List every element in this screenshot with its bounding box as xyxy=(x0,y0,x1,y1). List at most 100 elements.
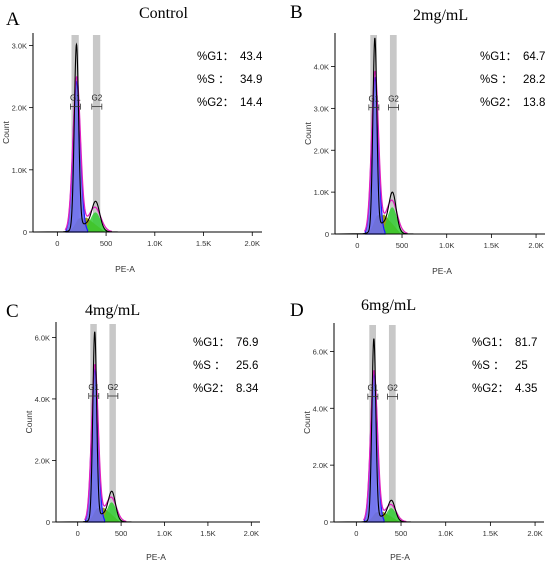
y-tick-label: 3.0K xyxy=(314,104,329,113)
stat-value: 34.9 xyxy=(240,74,262,86)
stat-label: %G1： xyxy=(197,51,234,63)
panel-b: B 2mg/mL G1 G2 0 500 1.0K 1.5K 2.0K 0 1.0K 2.0K 3.0K… xyxy=(290,2,545,276)
y-tick-label: 2.0K xyxy=(12,104,27,113)
x-axis-label: PE-A xyxy=(432,266,452,276)
gate-label-g2: G2 xyxy=(108,383,119,392)
histogram-line xyxy=(333,338,544,523)
x-tick-label: 1.5K xyxy=(196,239,211,248)
y-tick-label: 0 xyxy=(23,228,27,237)
y-tick-label: 2.0K xyxy=(314,146,329,155)
stat-value: 14.4 xyxy=(240,97,263,109)
y-tick-label: 1.0K xyxy=(12,166,27,175)
g2-gate-band xyxy=(389,35,397,234)
stat-label: %S ： xyxy=(480,74,513,86)
g2-gate-band xyxy=(109,324,116,522)
y-tick-label: 4.0K xyxy=(314,63,329,72)
stat-label: %G1： xyxy=(480,51,517,63)
model-fit-line xyxy=(363,70,408,234)
g2-gate-band xyxy=(388,325,396,522)
stat-value: 43.4 xyxy=(240,51,263,63)
x-axis-label: PE-A xyxy=(146,552,166,562)
gate-label-g1: G1 xyxy=(88,383,99,392)
stat-value: 81.7 xyxy=(515,337,537,349)
stat-label: %G2： xyxy=(197,97,234,109)
gate-label-g2: G2 xyxy=(387,384,398,393)
y-tick-label: 4.0K xyxy=(35,395,50,404)
y-tick-label: 3.0K xyxy=(12,41,27,50)
gate-label-g1: G1 xyxy=(369,94,380,103)
y-axis-label: Count xyxy=(1,121,11,144)
model-fit-line xyxy=(362,369,407,523)
panel-d: D 6mg/mL G1 G2 0 500 1.0K 1.5K 2.0K 0 2.0K 4.0K 6.0K… xyxy=(290,297,544,562)
x-tick-label: 0 xyxy=(355,241,359,250)
stat-label: %G2： xyxy=(193,383,230,395)
stat-value: 13.8 xyxy=(523,97,545,109)
histogram-line xyxy=(334,37,545,235)
y-tick-label: 0 xyxy=(325,230,329,239)
panel-title: 4mg/mL xyxy=(85,302,140,319)
y-tick-label: 2.0K xyxy=(313,461,328,470)
panel-letter: A xyxy=(6,9,20,30)
g2-phase-area xyxy=(103,502,123,522)
x-tick-label: 0 xyxy=(354,529,358,538)
x-tick-label: 2.0K xyxy=(528,241,543,250)
histogram-line xyxy=(32,42,262,233)
model-fit-line xyxy=(84,364,127,523)
x-tick-label: 2.0K xyxy=(527,529,542,538)
y-tick-label: 6.0K xyxy=(35,333,50,342)
x-tick-label: 2.0K xyxy=(245,239,260,248)
x-tick-label: 1.0K xyxy=(438,529,453,538)
stat-label: %S ： xyxy=(197,74,230,86)
stat-value: 4.35 xyxy=(515,383,537,395)
g2-phase-area xyxy=(383,508,403,522)
stat-value: 76.9 xyxy=(236,337,258,349)
x-tick-label: 500 xyxy=(100,239,113,248)
x-axis-label: PE-A xyxy=(390,552,410,562)
y-tick-label: 1.0K xyxy=(314,188,329,197)
stat-value: 25.6 xyxy=(236,360,258,372)
y-axis-label: Count xyxy=(303,122,313,145)
stat-value: 28.2 xyxy=(523,74,545,86)
panel-letter: B xyxy=(290,2,303,23)
gate-label-g1: G1 xyxy=(70,94,81,103)
x-tick-label: 1.0K xyxy=(157,529,172,538)
stat-value: 64.7 xyxy=(523,51,545,63)
panel-title: Control xyxy=(139,5,188,22)
x-tick-label: 500 xyxy=(396,241,409,250)
x-tick-label: 1.5K xyxy=(484,241,499,250)
y-axis-label: Count xyxy=(302,411,312,434)
stat-label: %G2： xyxy=(472,383,509,395)
g2-phase-area xyxy=(384,207,404,234)
y-tick-label: 0 xyxy=(46,518,50,527)
panel-title: 6mg/mL xyxy=(361,297,416,314)
stat-label: %G2： xyxy=(480,97,517,109)
stat-label: %G1： xyxy=(472,337,509,349)
panel-title: 2mg/mL xyxy=(413,7,468,24)
panel-a: A Control G1 G2 0 500 1.0K 1.5K 2.0K 0 1.0K 2.0K 3.0… xyxy=(1,5,263,274)
histogram-line xyxy=(55,331,260,523)
x-axis-label: PE-A xyxy=(115,264,135,274)
y-tick-label: 6.0K xyxy=(313,347,328,356)
stat-label: %G1： xyxy=(193,337,230,349)
y-tick-label: 2.0K xyxy=(35,456,50,465)
y-axis-label: Count xyxy=(24,410,34,433)
model-fit-line xyxy=(64,76,113,233)
g2-gate-band xyxy=(92,35,101,232)
stat-label: %S ： xyxy=(472,360,505,372)
stat-value: 25 xyxy=(515,360,528,372)
panel-letter: D xyxy=(290,300,304,321)
gate-label-g2: G2 xyxy=(388,94,399,103)
x-tick-label: 1.5K xyxy=(483,529,498,538)
stat-label: %S ： xyxy=(193,360,226,372)
x-tick-label: 2.0K xyxy=(244,529,259,538)
g2-phase-area xyxy=(86,212,109,232)
x-tick-label: 0 xyxy=(76,529,80,538)
x-tick-label: 1.0K xyxy=(147,239,162,248)
y-tick-label: 4.0K xyxy=(313,404,328,413)
panel-c: C 4mg/mL G1 G2 0 500 1.0K 1.5K 2.0K 0 2.0K 4.0K 6.0K… xyxy=(6,301,260,562)
x-tick-label: 500 xyxy=(395,529,408,538)
gate-label-g1: G1 xyxy=(368,384,379,393)
stat-value: 8.34 xyxy=(236,383,259,395)
x-tick-label: 1.0K xyxy=(439,241,454,250)
